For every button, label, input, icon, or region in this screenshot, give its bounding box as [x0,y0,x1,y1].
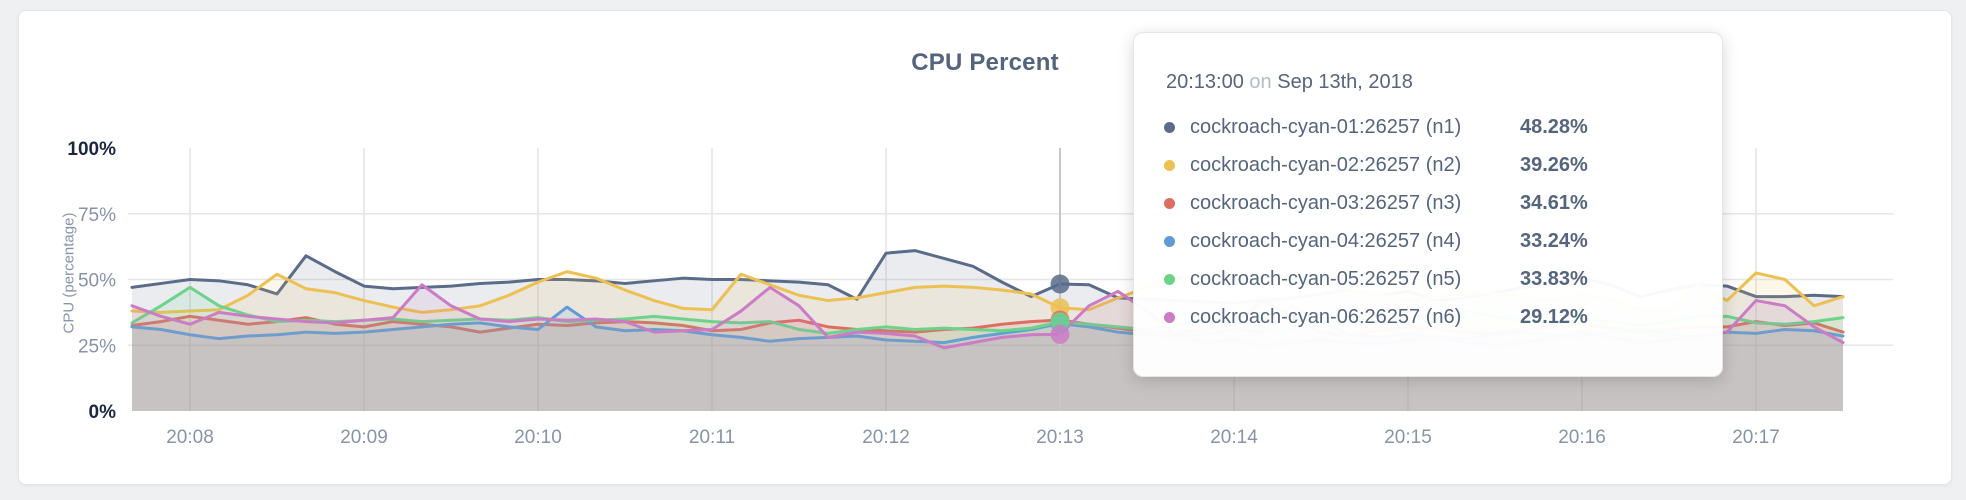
tooltip-time: 20:13:00 [1166,71,1244,93]
series-dot-n1-icon [1164,121,1175,133]
tooltip-row: cockroach-cyan-05:26257 (n5) 33.83% [1164,260,1692,298]
chart-title: CPU Percent [911,49,1059,76]
series-dot-n3-icon [1164,197,1175,209]
x-tick-label: 20:17 [1732,427,1780,448]
series-label: cockroach-cyan-06:26257 (n6) [1190,305,1462,328]
series-dot-n6-icon [1164,311,1175,323]
x-tick-label: 20:08 [166,427,214,448]
tooltip-row: cockroach-cyan-03:26257 (n3) 34.61% [1164,184,1692,222]
x-tick-label: 20:12 [862,427,910,448]
tooltip-date: Sep 13th, 2018 [1277,71,1413,93]
y-tick-label: 25% [78,336,116,357]
series-area-n6 [132,284,1843,411]
tooltip-row: cockroach-cyan-04:26257 (n4) 33.24% [1164,222,1692,260]
tooltip-preposition: on [1249,71,1272,93]
series-value: 33.83% [1520,267,1588,290]
series-area-n5 [132,287,1843,411]
hover-point-n1 [1050,274,1070,294]
tooltip-row: cockroach-cyan-02:26257 (n2) 39.26% [1164,146,1692,184]
series-value: 39.26% [1520,153,1588,176]
x-tick-label: 20:11 [689,427,735,448]
series-label: cockroach-cyan-02:26257 (n2) [1190,153,1462,176]
x-tick-label: 20:10 [514,427,562,448]
hover-tooltip: 20:13:00 on Sep 13th, 2018 cockroach-cya… [1133,32,1723,377]
x-tick-label: 20:15 [1384,427,1432,448]
series-label: cockroach-cyan-03:26257 (n3) [1190,191,1462,214]
y-tick-label: 75% [78,205,116,226]
series-value: 33.24% [1520,229,1588,252]
series-value: 29.12% [1520,305,1588,328]
series-value: 48.28% [1520,115,1588,138]
tooltip-header: 20:13:00 on Sep 13th, 2018 [1166,71,1692,94]
y-tick-label: 100% [67,139,116,160]
series-value: 34.61% [1520,191,1588,214]
y-tick-label: 0% [89,402,117,423]
hover-point-n6 [1050,324,1070,344]
x-tick-label: 20:09 [340,427,388,448]
series-dot-n4-icon [1164,235,1175,247]
series-label: cockroach-cyan-01:26257 (n1) [1190,115,1462,138]
tooltip-row: cockroach-cyan-01:26257 (n1) 48.28% [1164,108,1692,146]
x-tick-label: 20:16 [1558,427,1606,448]
series-dot-n2-icon [1164,159,1175,171]
series-label: cockroach-cyan-05:26257 (n5) [1190,267,1462,290]
tooltip-row: cockroach-cyan-06:26257 (n6) 29.12% [1164,298,1692,336]
y-tick-label: 50% [78,271,116,292]
x-tick-label: 20:13 [1036,427,1084,448]
series-label: cockroach-cyan-04:26257 (n4) [1190,229,1462,252]
x-tick-label: 20:14 [1210,427,1258,448]
series-area-n4 [132,305,1843,411]
series-dot-n5-icon [1164,273,1175,285]
